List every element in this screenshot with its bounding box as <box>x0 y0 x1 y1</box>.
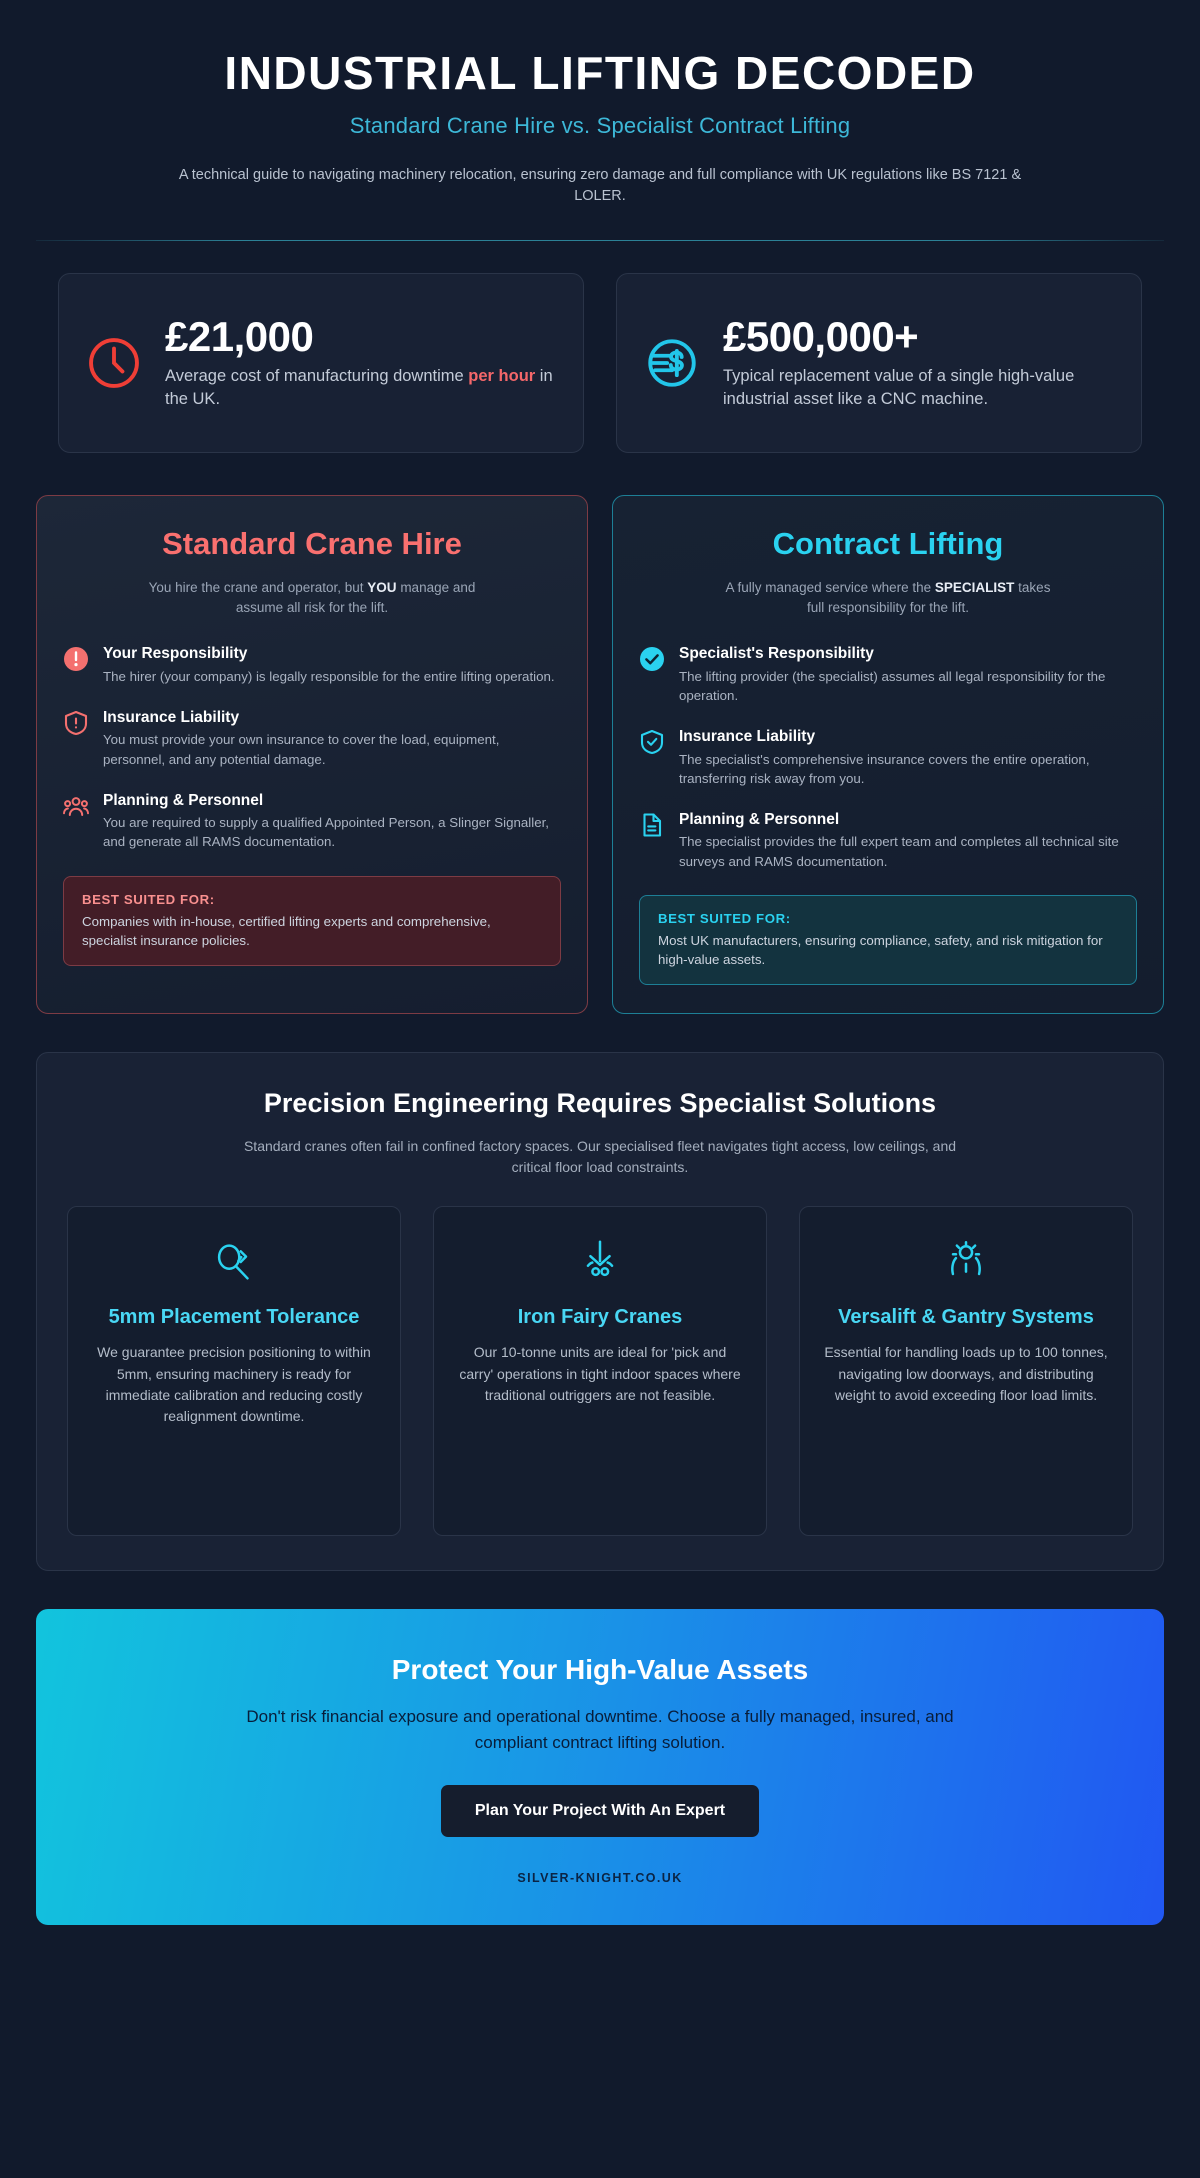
feature-card-iron-fairy-cranes: Iron Fairy Cranes Our 10-tonne units are… <box>433 1205 767 1536</box>
shield-check-icon <box>639 729 665 755</box>
stat-cards: £21,000 Average cost of manufacturing do… <box>0 241 1200 454</box>
header-divider <box>36 240 1164 242</box>
subtitle-highlight: YOU <box>367 579 397 595</box>
feature-card-placement-tolerance: 5mm Placement Tolerance We guarantee pre… <box>67 1205 401 1536</box>
stat-desc-highlight: per hour <box>468 366 536 385</box>
feature-text: Essential for handling loads up to 100 t… <box>824 1344 1108 1403</box>
list-item: Insurance Liability The specialist's com… <box>639 727 1137 788</box>
list-item-text: The hirer (your company) is legally resp… <box>103 668 555 684</box>
stat-card-downtime: £21,000 Average cost of manufacturing do… <box>58 273 584 454</box>
feature-title: 5mm Placement Tolerance <box>108 1305 360 1328</box>
comparison-card-title: Contract Lifting <box>772 526 1004 562</box>
page-title: INDUSTRIAL LIFTING DECODED <box>224 47 976 99</box>
subtitle-highlight: SPECIALIST <box>934 579 1015 595</box>
stat-desc-before: Typical replacement value of a single hi… <box>723 366 1075 409</box>
feature-text: Our 10-tonne units are ideal for 'pick a… <box>459 1344 741 1403</box>
list-item-body: Your Responsibility The hirer (your comp… <box>103 644 561 686</box>
list-item-body: Planning & Personnel The specialist prov… <box>679 810 1137 871</box>
best-suited-box: BEST SUITED FOR: Companies with in-house… <box>63 875 561 967</box>
crane-drop-icon <box>456 1233 744 1289</box>
subtitle-before: A fully managed service where the <box>725 579 935 595</box>
list-item: Planning & Personnel You are required to… <box>63 791 561 852</box>
money-globe-icon <box>643 334 701 392</box>
page-subtitle: Standard Crane Hire vs. Specialist Contr… <box>349 112 851 138</box>
users-group-icon <box>63 793 89 819</box>
precision-section: Precision Engineering Requires Specialis… <box>36 1052 1164 1571</box>
clock-icon <box>85 334 143 392</box>
check-circle-icon <box>639 646 665 672</box>
cta-website-url: SILVER-KNIGHT.CO.UK <box>517 1871 683 1886</box>
list-item-title: Specialist's Responsibility <box>679 645 874 663</box>
feature-cards: 5mm Placement Tolerance We guarantee pre… <box>67 1205 1133 1536</box>
best-suited-label: BEST SUITED FOR: <box>82 891 215 907</box>
list-item: Planning & Personnel The specialist prov… <box>639 810 1137 871</box>
spacer <box>63 966 561 985</box>
stat-card-asset-value: £500,000+ Typical replacement value of a… <box>616 273 1142 454</box>
comparison-card-subtitle: A fully managed service where the SPECIA… <box>718 578 1058 619</box>
feature-title: Versalift & Gantry Systems <box>838 1305 1094 1328</box>
stat-desc: Typical replacement value of a single hi… <box>723 365 1115 412</box>
comparison-item-list: Specialist's Responsibility The lifting … <box>639 644 1137 871</box>
precision-title: Precision Engineering Requires Specialis… <box>263 1088 937 1119</box>
subtitle-before: You hire the crane and operator, but <box>148 579 368 595</box>
precision-subtitle: Standard cranes often fail in confined f… <box>243 1137 957 1175</box>
list-item-text: The lifting provider (the specialist) as… <box>679 668 1106 703</box>
plan-project-button[interactable]: Plan Your Project With An Expert <box>440 1785 760 1838</box>
best-suited-text: Companies with in-house, certified lifti… <box>82 913 491 948</box>
file-text-icon <box>639 812 665 838</box>
list-item: Insurance Liability You must provide you… <box>63 708 561 769</box>
shield-alert-icon <box>63 710 89 736</box>
comparison-item-list: Your Responsibility The hirer (your comp… <box>63 644 561 851</box>
list-item-title: Your Responsibility <box>103 645 248 663</box>
best-suited-box: BEST SUITED FOR: Most UK manufacturers, … <box>639 894 1137 986</box>
comparison-card-subtitle: You hire the crane and operator, but YOU… <box>142 578 482 619</box>
cta-section: Protect Your High-Value Assets Don't ris… <box>36 1608 1164 1926</box>
header: INDUSTRIAL LIFTING DECODED Standard Cran… <box>0 0 1200 208</box>
comparison-card-title: Standard Crane Hire <box>162 526 462 562</box>
stat-value: £500,000+ <box>723 312 919 360</box>
best-suited-label: BEST SUITED FOR: <box>658 910 791 926</box>
list-item-title: Planning & Personnel <box>103 791 264 809</box>
list-item-title: Planning & Personnel <box>679 811 840 829</box>
list-item-body: Planning & Personnel You are required to… <box>103 791 561 852</box>
stat-desc-after: in the UK. <box>165 366 553 409</box>
stat-body: £21,000 Average cost of manufacturing do… <box>165 312 557 412</box>
best-suited-text: Most UK manufacturers, ensuring complian… <box>658 932 1103 968</box>
page-intro: A technical guide to navigating machiner… <box>178 166 1022 205</box>
list-item-body: Insurance Liability You must provide you… <box>103 708 561 769</box>
alert-circle-icon <box>63 646 89 672</box>
feature-card-versalift-gantry: Versalift & Gantry Systems Essential for… <box>799 1205 1133 1536</box>
list-item: Your Responsibility The hirer (your comp… <box>63 644 561 686</box>
comparison-card-standard-crane-hire: Standard Crane Hire You hire the crane a… <box>36 495 588 1015</box>
list-item-title: Insurance Liability <box>103 708 240 726</box>
gantry-icon <box>822 1233 1110 1289</box>
comparison-section: Standard Crane Hire You hire the crane a… <box>0 453 1200 1015</box>
list-item-title: Insurance Liability <box>679 728 816 746</box>
stat-desc: Average cost of manufacturing downtime p… <box>165 365 557 412</box>
stat-desc-before: Average cost of manufacturing downtime <box>165 366 469 385</box>
list-item-text: You must provide your own insurance to c… <box>103 732 500 767</box>
list-item-text: The specialist provides the full expert … <box>679 834 1119 869</box>
subtitle-after: manage and assume all risk for the lift. <box>235 579 476 615</box>
subtitle-after: takes full responsibility for the lift. <box>806 579 1051 615</box>
list-item-body: Insurance Liability The specialist's com… <box>679 727 1137 788</box>
feature-title: Iron Fairy Cranes <box>517 1305 683 1328</box>
list-item: Specialist's Responsibility The lifting … <box>639 644 1137 705</box>
cta-title: Protect Your High-Value Assets <box>391 1653 809 1685</box>
comparison-card-contract-lifting: Contract Lifting A fully managed service… <box>612 495 1164 1015</box>
list-item-text: You are required to supply a qualified A… <box>103 815 549 850</box>
stat-body: £500,000+ Typical replacement value of a… <box>723 312 1115 412</box>
list-item-body: Specialist's Responsibility The lifting … <box>679 644 1137 705</box>
feature-text: We guarantee precision positioning to wi… <box>97 1344 371 1425</box>
stat-value: £21,000 <box>165 312 314 360</box>
cta-text: Don't risk financial exposure and operat… <box>246 1707 954 1752</box>
list-item-text: The specialist's comprehensive insurance… <box>679 751 1090 786</box>
precision-search-icon <box>90 1233 378 1289</box>
